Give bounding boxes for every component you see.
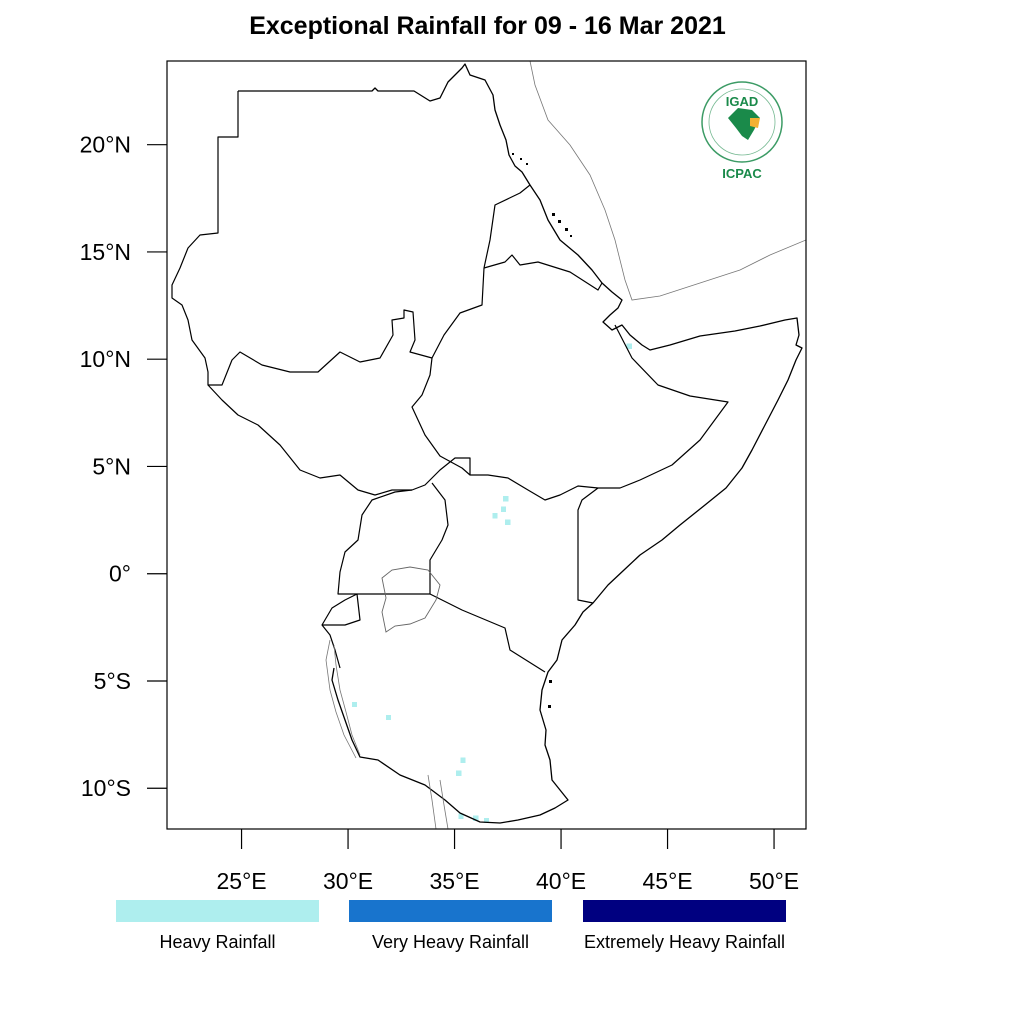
lake-victoria xyxy=(381,566,441,633)
western-boundary xyxy=(171,91,485,386)
map-title: Exceptional Rainfall for 09 - 16 Mar 202… xyxy=(249,12,726,40)
rwanda-burundi-border xyxy=(321,593,361,669)
rain-pixel xyxy=(483,817,490,824)
logo-org: ICPAC xyxy=(722,166,762,181)
rain-pixel xyxy=(505,519,511,525)
plot-frame xyxy=(166,60,807,830)
rain-pixel xyxy=(351,701,358,708)
rain-pixel xyxy=(626,343,632,349)
rain-pixel xyxy=(460,757,466,764)
legend-label: Extremely Heavy Rainfall xyxy=(584,932,785,952)
rain-pixel xyxy=(492,513,498,519)
rain-pixel xyxy=(456,770,462,776)
map-geography xyxy=(171,61,806,829)
rain-pixel xyxy=(385,714,392,721)
arabian-coast xyxy=(529,61,806,301)
legend-swatch xyxy=(349,900,552,922)
south-sudan-south-border xyxy=(207,384,471,594)
uganda-border xyxy=(337,489,430,595)
lon-tick-label: 35°E xyxy=(429,868,479,894)
legend-swatch xyxy=(583,900,786,922)
legend-label: Very Heavy Rainfall xyxy=(372,932,529,952)
lon-tick-label: 30°E xyxy=(323,868,373,894)
lon-tick-label: 45°E xyxy=(642,868,692,894)
lon-tick-label: 40°E xyxy=(536,868,586,894)
rain-pixel xyxy=(473,815,479,821)
lon-tick-label: 25°E xyxy=(216,868,266,894)
kenya-somalia-border xyxy=(577,487,599,604)
malawi-lake-shore xyxy=(427,774,449,829)
lon-tick-label: 50°E xyxy=(749,868,799,894)
legend-label: Heavy Rainfall xyxy=(159,932,275,952)
lat-tick-label: 10°N xyxy=(80,346,131,372)
lat-tick-label: 10°S xyxy=(81,775,131,801)
longitude-axis: 25°E 30°E 35°E 40°E 45°E 50°E xyxy=(216,829,799,894)
latitude-axis: 20°N 15°N 10°N 5°N 0° 5°S 10°S xyxy=(80,132,167,801)
rain-pixel xyxy=(503,495,509,502)
lat-tick-label: 15°N xyxy=(80,239,131,265)
sudan-ethiopia-border xyxy=(483,184,603,291)
coastline xyxy=(238,63,803,824)
ethiopia-somalia-border xyxy=(411,324,729,501)
lat-tick-label: 5°N xyxy=(92,453,131,479)
kenya-tanzania-border xyxy=(429,593,546,673)
lat-tick-label: 5°S xyxy=(94,668,131,694)
icpac-logo: IGAD ICPAC xyxy=(701,81,783,181)
lat-tick-label: 20°N xyxy=(80,132,131,158)
logo-acronym: IGAD xyxy=(726,94,759,109)
legend: Heavy Rainfall Very Heavy Rainfall Extreme… xyxy=(116,900,786,952)
lat-tick-label: 0° xyxy=(109,561,131,587)
rain-layer xyxy=(351,343,632,824)
rain-pixel xyxy=(458,813,464,819)
rain-pixel xyxy=(500,506,507,513)
legend-swatch xyxy=(116,900,319,922)
lake-tanganyika xyxy=(325,639,361,759)
dahlak-islands xyxy=(512,153,572,708)
